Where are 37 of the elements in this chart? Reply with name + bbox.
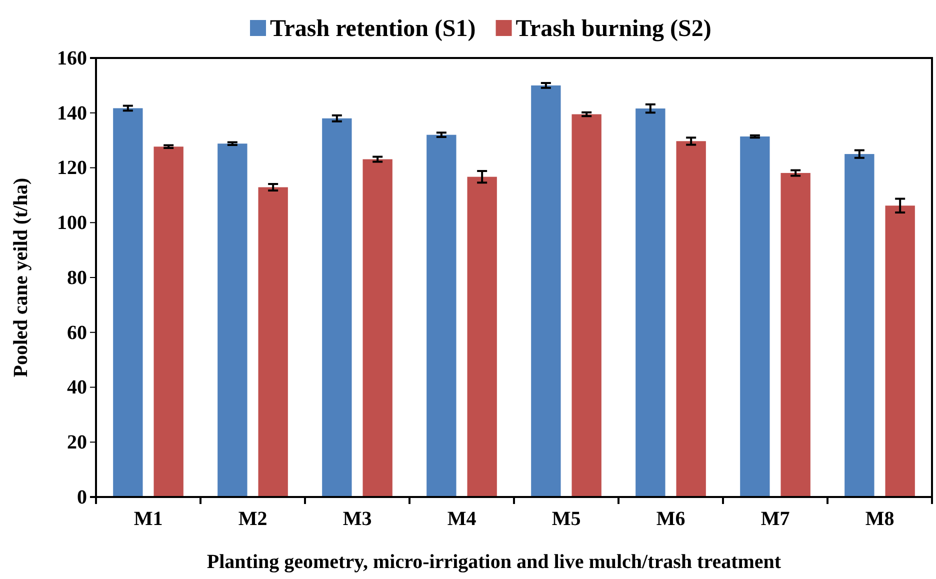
y-tick-label: 80 <box>67 266 87 289</box>
bar <box>113 108 143 497</box>
y-tick-label: 160 <box>57 47 87 70</box>
y-tick-label: 0 <box>77 486 87 508</box>
x-tick-label: M4 <box>447 508 476 530</box>
y-tick-label: 140 <box>57 102 87 124</box>
bar <box>258 187 288 497</box>
bar <box>362 159 392 497</box>
x-tick-label: M7 <box>760 508 790 530</box>
x-axis-title: Planting geometry, micro-irrigation and live mulch/trash treatment <box>206 551 782 573</box>
bar <box>467 176 497 497</box>
x-tick-label: M8 <box>865 508 894 530</box>
bar <box>322 118 352 497</box>
bar <box>572 114 602 497</box>
y-tick-label: 20 <box>67 432 87 454</box>
y-tick-label: 120 <box>57 157 87 180</box>
bar <box>740 136 770 497</box>
bar <box>844 154 874 497</box>
y-tick-label: 100 <box>57 212 87 234</box>
y-axis-title: Pooled cane yeild (t/ha) <box>10 178 32 378</box>
bar <box>885 206 915 497</box>
bar <box>154 146 184 497</box>
legend-label: Trash retention (S1) <box>270 16 476 42</box>
bar <box>531 85 561 497</box>
bar <box>636 108 666 497</box>
x-tick-label: M2 <box>238 508 268 530</box>
bar <box>780 172 810 497</box>
legend-label: Trash burning (S2) <box>516 16 712 42</box>
y-tick-label: 40 <box>67 376 87 399</box>
x-tick-label: M6 <box>656 508 686 530</box>
bar <box>426 134 456 497</box>
x-tick-label: M5 <box>552 508 581 530</box>
x-tick-label: M3 <box>342 508 372 530</box>
bar <box>676 141 706 497</box>
bar <box>218 144 248 497</box>
y-tick-label: 60 <box>67 322 87 344</box>
x-tick-label: M1 <box>134 508 163 530</box>
